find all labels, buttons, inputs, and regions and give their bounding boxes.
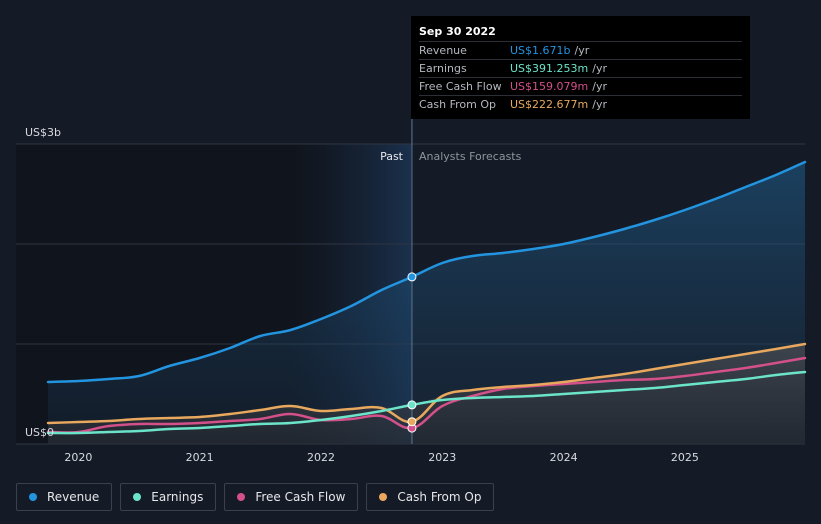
legend-label: Earnings	[151, 490, 204, 504]
tooltip-value: US$222.677m	[510, 98, 589, 111]
tooltip-label: Earnings	[419, 62, 467, 75]
legend-dot-icon	[379, 493, 388, 501]
legend-dot-icon	[29, 493, 37, 501]
legend: Revenue Earnings Free Cash Flow Cash Fro…	[16, 483, 495, 511]
tooltip-date: Sep 30 2022	[419, 25, 496, 38]
series-lines	[46, 160, 807, 435]
tooltip-unit: /yr	[574, 44, 590, 57]
legend-item-free-cash-flow[interactable]: Free Cash Flow	[224, 483, 359, 511]
tooltip-unit: /yr	[592, 62, 607, 75]
tooltip-row-free-cash-flow: Free Cash Flow US$159.079m /yr	[419, 77, 742, 95]
tooltip-value: US$1.671b	[510, 44, 571, 57]
tooltip-row-cash-from-op: Cash From Op US$222.677m /yr	[419, 95, 742, 113]
y-axis-zero-label: US$0	[25, 426, 54, 439]
x-tick-label: 2025	[671, 451, 699, 464]
tooltip-value: US$391.253m	[510, 62, 589, 75]
tooltip-label: Cash From Op	[419, 98, 497, 111]
tooltip: Sep 30 2022 Revenue US$1.671b /yr Earnin…	[411, 16, 750, 119]
x-tick-label: 2024	[550, 451, 578, 464]
tooltip-row-earnings: Earnings US$391.253m /yr	[419, 59, 742, 77]
hover-markers	[407, 272, 417, 433]
earnings-line	[46, 370, 807, 435]
tooltip-label: Free Cash Flow	[419, 80, 502, 93]
x-tick-label: 2021	[186, 451, 214, 464]
legend-item-cash-from-op[interactable]: Cash From Op	[366, 483, 495, 511]
free-cash-flow-line	[46, 356, 807, 434]
lower-series-area	[48, 344, 805, 444]
legend-label: Cash From Op	[397, 490, 482, 504]
y-axis-max-label: US$3b	[25, 126, 61, 139]
tooltip-unit: /yr	[592, 80, 607, 93]
tooltip-row-revenue: Revenue US$1.671b /yr	[419, 41, 742, 59]
tooltip-value: US$159.079m	[510, 80, 589, 93]
forecast-label: Analysts Forecasts	[419, 150, 522, 163]
tooltip-unit: /yr	[592, 98, 607, 111]
past-label: Past	[380, 150, 404, 163]
x-tick-label: 2022	[307, 451, 335, 464]
legend-dot-icon	[133, 493, 142, 501]
cash-from-op-line	[46, 342, 807, 425]
tooltip-label: Revenue	[419, 44, 467, 57]
legend-label: Revenue	[47, 490, 100, 504]
x-axis-ticks: 2020 2021 2022 2023 2024 2025	[64, 451, 699, 464]
legend-dot-icon	[237, 493, 246, 501]
revenue-marker	[407, 272, 417, 282]
legend-item-revenue[interactable]: Revenue	[16, 483, 113, 511]
x-tick-label: 2023	[428, 451, 456, 464]
revenue-line	[46, 160, 807, 384]
cash-from-op-marker	[407, 417, 417, 427]
legend-label: Free Cash Flow	[255, 490, 346, 504]
earnings-marker	[407, 400, 417, 410]
legend-item-earnings[interactable]: Earnings	[120, 483, 217, 511]
x-tick-label: 2020	[64, 451, 92, 464]
